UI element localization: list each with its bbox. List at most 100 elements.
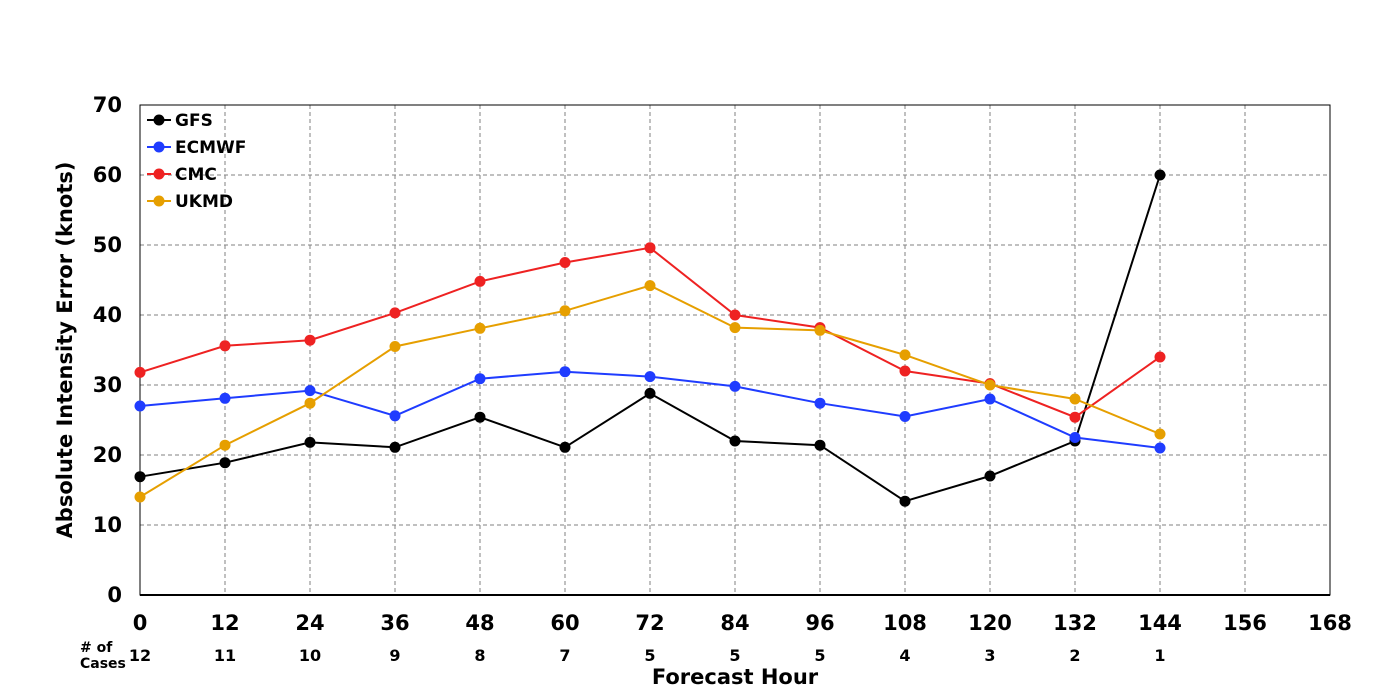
data-point: [559, 366, 571, 378]
data-point: [729, 380, 741, 392]
legend-label: CMC: [175, 165, 217, 185]
data-point: [219, 340, 231, 352]
grid-lines: [140, 105, 1330, 595]
data-point: [389, 441, 401, 453]
data-point: [1154, 442, 1166, 454]
x-tick-label: 36: [380, 611, 409, 635]
legend-item-ukmd: UKMD: [147, 192, 233, 212]
data-point: [729, 309, 741, 321]
cases-count: 12: [129, 646, 151, 665]
x-tick-labels: 0 12 24 36 48 60 72 84 96 108 120 132 144 156 168: [133, 611, 1352, 635]
data-point: [814, 397, 826, 409]
data-point: [559, 305, 571, 317]
x-tick-label: 96: [805, 611, 834, 635]
data-point: [389, 341, 401, 352]
data-point: [1069, 432, 1081, 443]
data-point: [559, 441, 571, 453]
legend-item-gfs: GFS: [147, 111, 213, 131]
legend-swatch-marker: [153, 114, 165, 126]
data-point: [219, 439, 231, 451]
data-point: [134, 491, 146, 503]
data-point: [559, 257, 571, 268]
cases-count: 3: [984, 646, 995, 665]
data-point: [304, 397, 316, 409]
data-point: [474, 411, 486, 423]
series-layer: [134, 169, 1166, 507]
data-point: [474, 373, 486, 385]
x-tick-label: 132: [1053, 611, 1097, 635]
cases-count: 4: [899, 646, 910, 665]
data-point: [899, 349, 911, 361]
data-point: [1154, 351, 1166, 363]
x-tick-label: 0: [133, 611, 148, 635]
y-tick-labels: 0 10 20 30 40 50 60 70: [93, 93, 122, 607]
cases-count: 5: [644, 646, 655, 665]
y-axis-title: Absolute Intensity Error (knots): [53, 162, 77, 539]
data-point: [304, 385, 316, 397]
legend-label: ECMWF: [175, 138, 246, 158]
series-ecmwf: [134, 366, 1166, 454]
x-axis-title: Forecast Hour: [652, 665, 819, 689]
cases-count: 8: [474, 646, 485, 665]
cases-count: 5: [814, 646, 825, 665]
x-tick-label: 120: [968, 611, 1012, 635]
cases-row: # of Cases 12 11 10 9 8 7 5 5 5 4 3 2 1: [80, 640, 1166, 672]
legend-swatch-marker: [153, 168, 165, 180]
y-tick-label: 0: [107, 583, 122, 607]
data-point: [729, 322, 741, 334]
data-point: [644, 387, 656, 399]
data-point: [304, 436, 316, 448]
data-point: [474, 275, 486, 287]
y-tick-label: 30: [93, 373, 122, 397]
data-point: [729, 435, 741, 447]
data-point: [219, 392, 231, 404]
data-point: [644, 242, 656, 254]
legend-swatch-marker: [153, 195, 165, 207]
data-point: [899, 495, 911, 507]
x-tick-label: 72: [635, 611, 664, 635]
cases-label-line1: # of: [80, 640, 113, 656]
legend: GFS ECMWF CMC UKMD: [147, 111, 246, 212]
data-point: [899, 365, 911, 377]
x-tick-label: 48: [465, 611, 494, 635]
data-point: [984, 393, 996, 405]
x-tick-label: 12: [210, 611, 239, 635]
data-point: [304, 334, 316, 346]
legend-item-cmc: CMC: [147, 165, 217, 185]
data-point: [644, 280, 656, 292]
data-point: [814, 439, 826, 451]
data-point: [1069, 411, 1081, 423]
data-point: [219, 457, 231, 469]
y-tick-label: 20: [93, 443, 122, 467]
y-tick-label: 60: [93, 163, 122, 187]
data-point: [1069, 393, 1081, 405]
x-tick-label: 168: [1308, 611, 1352, 635]
data-point: [899, 411, 911, 422]
y-tick-label: 50: [93, 233, 122, 257]
data-point: [134, 471, 146, 483]
data-point: [474, 322, 486, 334]
cases-count: 1: [1154, 646, 1165, 665]
data-point: [1154, 169, 1166, 181]
x-tick-label: 24: [295, 611, 324, 635]
series-ukmd: [134, 280, 1166, 503]
series-gfs: [134, 169, 1166, 507]
x-tick-label: 108: [883, 611, 927, 635]
cases-label-line2: Cases: [80, 656, 126, 672]
data-point: [1154, 428, 1166, 440]
legend-label: GFS: [175, 111, 213, 131]
legend-item-ecmwf: ECMWF: [147, 138, 246, 158]
data-point: [134, 400, 146, 412]
data-point: [389, 410, 401, 422]
x-tick-label: 84: [720, 611, 749, 635]
cases-count: 9: [389, 646, 400, 665]
cases-count: 7: [559, 646, 570, 665]
cases-count: 11: [214, 646, 236, 665]
y-tick-label: 70: [93, 93, 122, 117]
cases-count: 2: [1069, 646, 1080, 665]
cases-count: 10: [299, 646, 321, 665]
legend-label: UKMD: [175, 192, 233, 212]
y-tick-label: 10: [93, 513, 122, 537]
x-tick-label: 144: [1138, 611, 1182, 635]
